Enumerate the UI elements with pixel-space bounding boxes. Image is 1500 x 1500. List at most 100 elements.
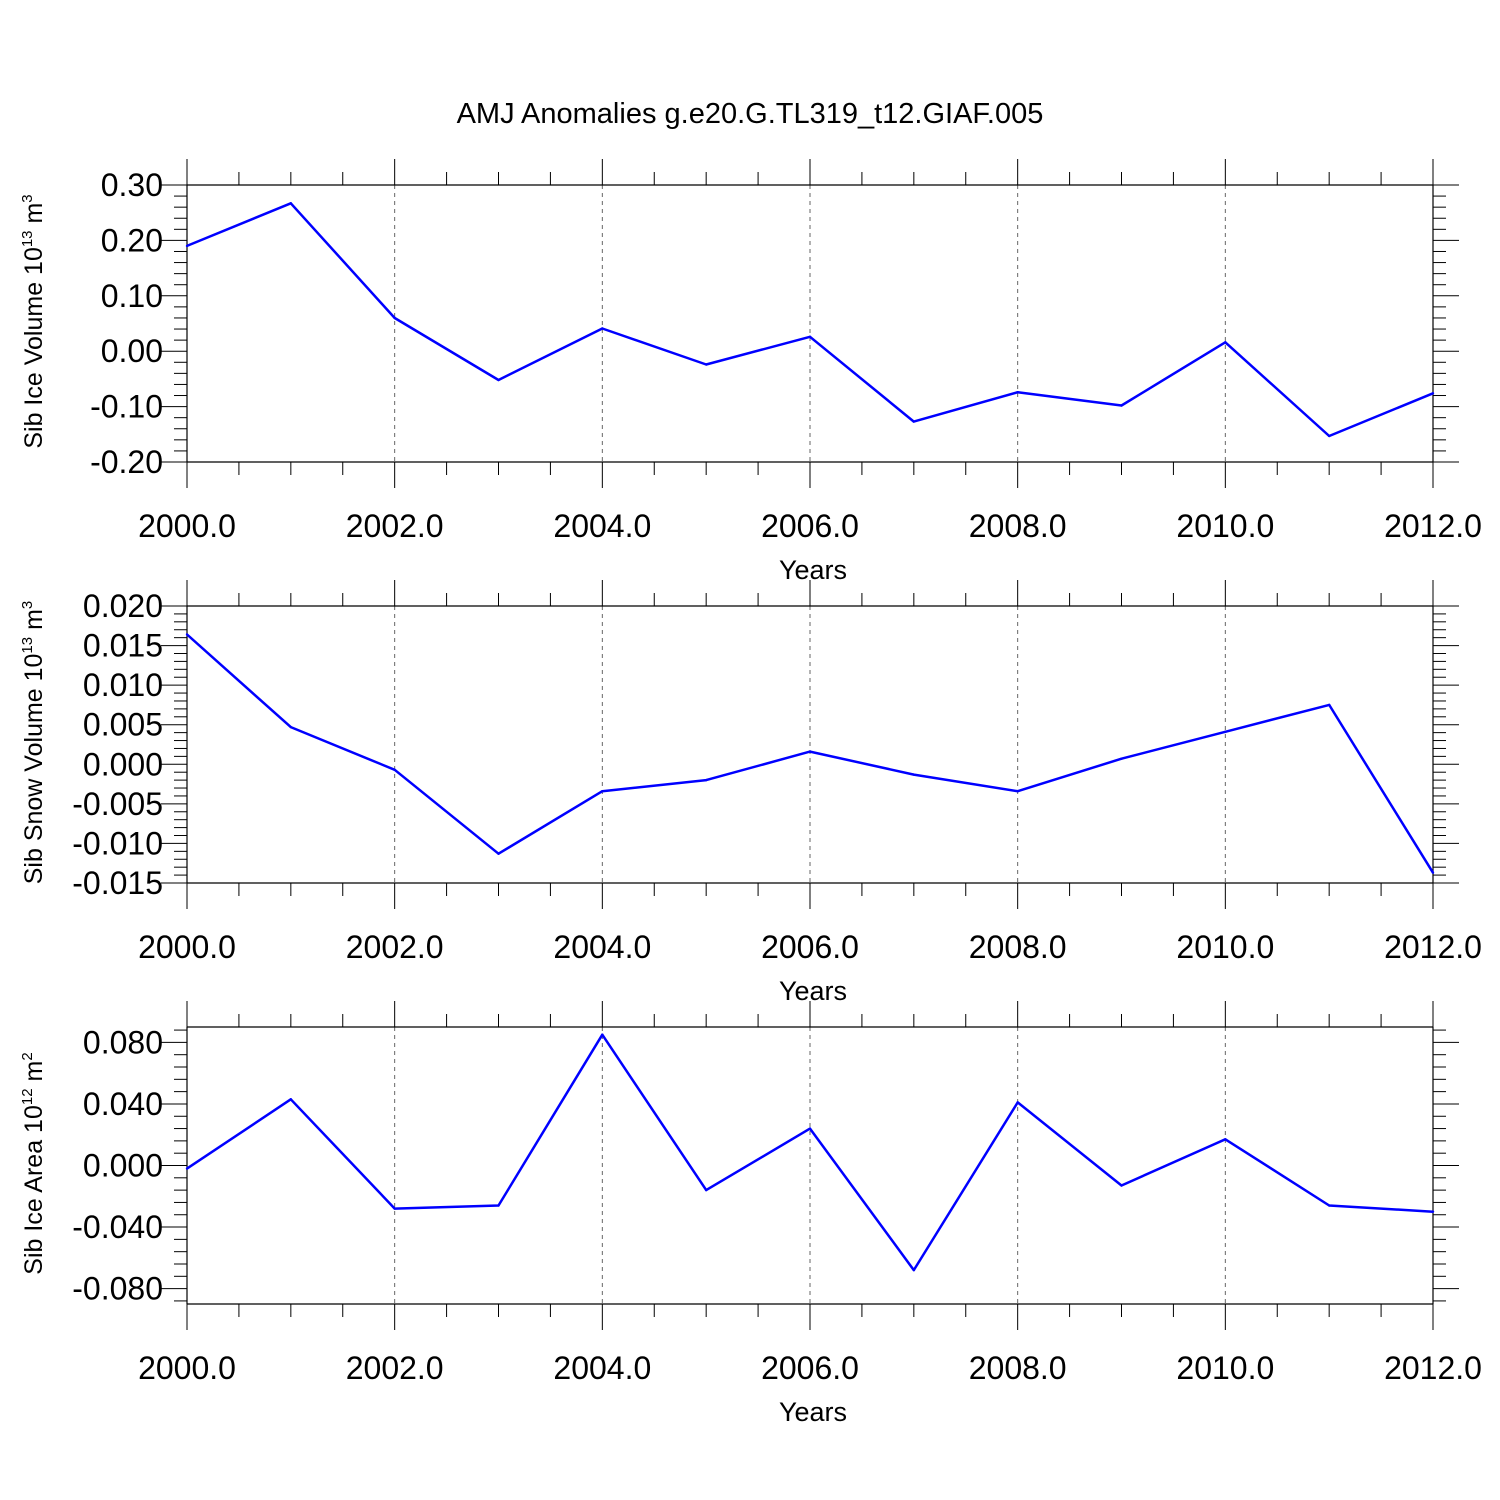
y-axis-title-superscript: 3 bbox=[19, 194, 36, 202]
y-tick-label: -0.10 bbox=[90, 389, 163, 425]
y-tick-label: -0.010 bbox=[72, 825, 163, 861]
y-tick-label: 0.005 bbox=[83, 707, 163, 743]
x-tick-label: 2002.0 bbox=[346, 508, 444, 544]
data-point bbox=[1120, 1184, 1123, 1187]
x-axis-title: Years bbox=[779, 555, 847, 585]
x-tick-label: 2006.0 bbox=[761, 508, 859, 544]
y-axis-title-superscript: 3 bbox=[19, 601, 36, 609]
data-point bbox=[601, 789, 604, 793]
y-axis-title-part: Sib Ice Volume 10 bbox=[20, 247, 48, 449]
data-point bbox=[808, 1127, 812, 1130]
y-tick-label: 0.010 bbox=[83, 667, 163, 703]
data-point bbox=[1120, 757, 1123, 760]
data-point bbox=[808, 335, 812, 338]
y-tick-label: -0.20 bbox=[90, 444, 163, 480]
data-point bbox=[185, 1167, 189, 1170]
x-tick-label: 2010.0 bbox=[1176, 508, 1274, 544]
data-point bbox=[601, 327, 604, 330]
data-point bbox=[1224, 730, 1227, 734]
data-point bbox=[289, 202, 293, 205]
x-tick-label: 2000.0 bbox=[138, 1350, 236, 1386]
y-axis-title-superscript: 12 bbox=[19, 1088, 36, 1105]
y-tick-label: 0.20 bbox=[101, 222, 163, 258]
y-axis-title-part: Sib Snow Volume 10 bbox=[20, 654, 48, 885]
data-point bbox=[1224, 341, 1227, 344]
x-tick-label: 2012.0 bbox=[1384, 1350, 1482, 1386]
data-point bbox=[1431, 392, 1435, 395]
data-point bbox=[912, 1268, 916, 1272]
y-tick-label: 0.040 bbox=[83, 1086, 163, 1122]
x-tick-label: 2000.0 bbox=[138, 929, 236, 965]
data-point bbox=[704, 363, 708, 366]
x-tick-label: 2006.0 bbox=[761, 929, 859, 965]
data-point bbox=[1016, 1101, 1019, 1104]
x-tick-label: 2012.0 bbox=[1384, 508, 1482, 544]
x-tick-label: 2002.0 bbox=[346, 1350, 444, 1386]
data-point bbox=[289, 725, 293, 729]
y-axis-title-part: m bbox=[20, 203, 48, 231]
x-tick-label: 2010.0 bbox=[1176, 1350, 1274, 1386]
y-axis-title: Sib Snow Volume 1013 m3 bbox=[19, 601, 48, 885]
y-tick-label: -0.015 bbox=[72, 865, 163, 901]
data-point bbox=[1016, 390, 1019, 394]
y-tick-label: 0.080 bbox=[83, 1024, 163, 1060]
x-axis-title: Years bbox=[779, 976, 847, 1006]
y-axis-title-part: m bbox=[20, 609, 48, 637]
data-point bbox=[912, 773, 916, 776]
y-axis-title: Sib Ice Volume 1013 m3 bbox=[19, 194, 48, 448]
y-tick-label: 0.30 bbox=[101, 167, 163, 203]
data-point bbox=[1431, 1210, 1435, 1213]
y-axis-title-superscript: 2 bbox=[19, 1052, 36, 1060]
panels: 2000.0 2002.0 2004.0 2006.0 2008.0 2010.0 2012… bbox=[19, 159, 1482, 1427]
data-point bbox=[1016, 789, 1019, 793]
data-point bbox=[912, 420, 916, 423]
data-point bbox=[185, 633, 189, 636]
y-axis-title-part: Sib Ice Area 10 bbox=[20, 1105, 48, 1275]
data-point bbox=[393, 768, 396, 772]
x-axis-title: Years bbox=[779, 1397, 847, 1427]
data-point bbox=[1120, 404, 1123, 407]
data-point bbox=[393, 1207, 396, 1210]
y-axis-title-part: m bbox=[20, 1061, 48, 1089]
y-tick-label: -0.005 bbox=[72, 786, 163, 822]
chart-panel-1: 2000.0 2002.0 2004.0 2006.0 2008.0 2010.0 2012… bbox=[19, 159, 1482, 585]
data-point bbox=[185, 244, 189, 248]
data-point bbox=[601, 1033, 604, 1036]
x-tick-label: 2006.0 bbox=[761, 1350, 859, 1386]
y-tick-label: 0.015 bbox=[83, 628, 163, 664]
y-tick-label: -0.080 bbox=[72, 1271, 163, 1307]
y-axis-title-superscript: 13 bbox=[19, 230, 36, 247]
data-point bbox=[1327, 434, 1331, 438]
x-tick-label: 2012.0 bbox=[1384, 929, 1482, 965]
y-tick-label: -0.040 bbox=[72, 1209, 163, 1245]
x-tick-label: 2004.0 bbox=[553, 1350, 651, 1386]
figure-title: AMJ Anomalies g.e20.G.TL319_t12.GIAF.005 bbox=[457, 98, 1044, 130]
y-tick-label: 0.00 bbox=[101, 333, 163, 369]
x-tick-label: 2008.0 bbox=[969, 1350, 1067, 1386]
data-point bbox=[1327, 1204, 1331, 1207]
chart-panel-2: 2000.0 2002.0 2004.0 2006.0 2008.0 2010.0 2012… bbox=[19, 580, 1482, 1006]
y-tick-label: 0.10 bbox=[101, 278, 163, 314]
x-tick-label: 2002.0 bbox=[346, 929, 444, 965]
x-tick-label: 2008.0 bbox=[969, 508, 1067, 544]
data-point bbox=[1224, 1138, 1227, 1141]
x-tick-label: 2004.0 bbox=[553, 508, 651, 544]
x-tick-label: 2004.0 bbox=[553, 929, 651, 965]
data-point bbox=[1431, 871, 1435, 874]
x-tick-label: 2000.0 bbox=[138, 508, 236, 544]
data-point bbox=[497, 852, 500, 855]
data-point bbox=[497, 1204, 500, 1207]
data-point bbox=[704, 778, 708, 782]
y-tick-label: 0.000 bbox=[83, 1148, 163, 1184]
y-tick-label: 0.000 bbox=[83, 746, 163, 782]
x-tick-label: 2008.0 bbox=[969, 929, 1067, 965]
data-point bbox=[704, 1188, 708, 1192]
y-axis-title-superscript: 13 bbox=[19, 637, 36, 654]
y-axis-title: Sib Ice Area 1012 m2 bbox=[19, 1052, 48, 1274]
chart-panel-3: 2000.0 2002.0 2004.0 2006.0 2008.0 2010.0 2012… bbox=[19, 1001, 1482, 1427]
x-tick-label: 2010.0 bbox=[1176, 929, 1274, 965]
data-point bbox=[808, 750, 812, 753]
data-point bbox=[393, 316, 396, 320]
data-point bbox=[289, 1098, 293, 1101]
